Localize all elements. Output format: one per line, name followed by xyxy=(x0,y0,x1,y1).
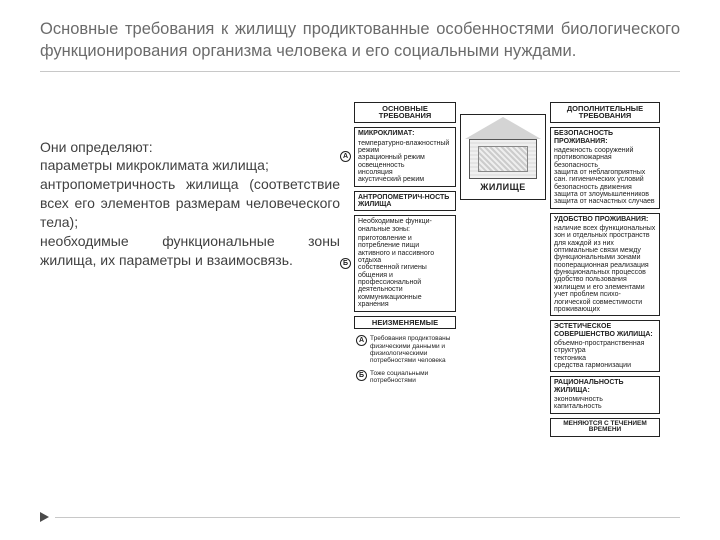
rationality-title: РАЦИОНАЛЬНОСТЬ ЖИЛИЩА: xyxy=(554,379,656,394)
microclimate-box: МИКРОКЛИМАТ: температурно-влажностный ре… xyxy=(354,127,456,186)
play-icon xyxy=(40,512,49,522)
list-item: капитальность xyxy=(554,403,656,410)
list-item: акустический режим xyxy=(358,176,452,183)
list-item: защита от неблагоприятных сан. гигиениче… xyxy=(554,169,656,184)
list-item: общения и профессиональной деятельности xyxy=(358,272,452,294)
diagram-col-house: ЖИЛИЩЕ xyxy=(460,102,546,438)
house-label: ЖИЛИЩЕ xyxy=(480,182,526,192)
roof-icon xyxy=(465,117,541,139)
safety-title: БЕЗОПАСНОСТЬ ПРОЖИВАНИЯ: xyxy=(554,130,656,145)
safety-list: надежность сооружений противопожарная бе… xyxy=(554,147,656,206)
microclimate-title: МИКРОКЛИМАТ: xyxy=(358,130,452,137)
list-item: приготовление и потребление пищи xyxy=(358,235,452,250)
func-zones-list: приготовление и потребление пищи активно… xyxy=(358,235,452,308)
diagram-col-main: ОСНОВНЫЕ ТРЕБОВАНИЯ А МИКРОКЛИМАТ: темпе… xyxy=(354,102,456,438)
func-zones-title: Необходимые функци-ональные зоны: xyxy=(358,218,452,233)
aesthetic-title: ЭСТЕТИЧЕСКОЕ СОВЕРШЕНСТВО ЖИЛИЩА: xyxy=(554,323,656,338)
list-item: собственной гигиены xyxy=(358,264,452,271)
additional-req-header: ДОПОЛНИТЕЛЬНЫЕ ТРЕБОВАНИЯ xyxy=(550,102,660,124)
bullet-intro: Они определяют: xyxy=(40,138,340,157)
anthropometric-box: АНТРОПОМЕТРИЧ-НОСТЬ ЖИЛИЩА xyxy=(354,191,456,212)
legend-b-icon: Б xyxy=(356,370,367,381)
left-text-column: Они определяют: параметры микроклимата ж… xyxy=(40,102,340,438)
changes-footer: МЕНЯЮТСЯ С ТЕЧЕНИЕМ ВРЕМЕНИ xyxy=(550,418,660,438)
content-row: Они определяют: параметры микроклимата ж… xyxy=(0,72,720,438)
safety-box: БЕЗОПАСНОСТЬ ПРОЖИВАНИЯ: надежность соор… xyxy=(550,127,660,208)
list-item: хранения xyxy=(358,301,452,308)
list-item: температурно-влажностный режим xyxy=(358,140,452,155)
unchangeable-box: НЕИЗМЕНЯЕМЫЕ xyxy=(354,316,456,330)
list-item: противопожарная безопасность xyxy=(554,154,656,169)
list-item: защита от злоумышленников xyxy=(554,191,656,198)
legend-a-text: Требования продиктованы физическими данн… xyxy=(370,335,456,364)
list-item: надежность сооружений xyxy=(554,147,656,154)
list-item: тектоника xyxy=(554,355,656,362)
footer-divider xyxy=(55,517,680,518)
functional-zones-box: Необходимые функци-ональные зоны: пригот… xyxy=(354,215,456,311)
list-item: наличие всех функциональных зон и отдель… xyxy=(554,225,656,247)
rationality-list: экономичность капитальность xyxy=(554,396,656,411)
comfort-title: УДОБСТВО ПРОЖИВАНИЯ: xyxy=(554,216,656,223)
bullet-1: параметры микроклимата жилища; xyxy=(40,156,340,175)
list-item: коммуникационные xyxy=(358,294,452,301)
list-item: освещенность xyxy=(358,162,452,169)
list-item: защита от насчастных случаев xyxy=(554,198,656,205)
aesthetic-list: объемно-пространственная структура текто… xyxy=(554,340,656,369)
comfort-box: УДОБСТВО ПРОЖИВАНИЯ: наличие всех функци… xyxy=(550,213,660,316)
legend-a-icon: А xyxy=(356,335,367,346)
diagram-col-additional: ДОПОЛНИТЕЛЬНЫЕ ТРЕБОВАНИЯ БЕЗОПАСНОСТЬ П… xyxy=(550,102,660,438)
list-item: учет проблем психо-логической совместимо… xyxy=(554,291,656,313)
comfort-list: наличие всех функциональных зон и отдель… xyxy=(554,225,656,313)
slide-title: Основные требования к жилищу продиктован… xyxy=(0,0,720,69)
list-item: оптимальные связи между функциональными … xyxy=(554,247,656,262)
house-icon: ЖИЛИЩЕ xyxy=(460,114,546,200)
list-item: аэрационный режим xyxy=(358,154,452,161)
list-item: безопасность движения xyxy=(554,184,656,191)
bullet-2: антропометричность жилища (соответствие … xyxy=(40,175,340,232)
list-item: экономичность xyxy=(554,396,656,403)
aesthetic-box: ЭСТЕТИЧЕСКОЕ СОВЕРШЕНСТВО ЖИЛИЩА: объемн… xyxy=(550,320,660,372)
list-item: объемно-пространственная структура xyxy=(554,340,656,355)
list-item: удобство пользования жилищем и его элеме… xyxy=(554,276,656,291)
diagram: ОСНОВНЫЕ ТРЕБОВАНИЯ А МИКРОКЛИМАТ: темпе… xyxy=(354,102,692,438)
marker-a-icon: А xyxy=(340,151,351,162)
microclimate-list: температурно-влажностный режим аэрационн… xyxy=(358,140,452,184)
list-item: пооперационная реализация функциональных… xyxy=(554,262,656,277)
main-req-header: ОСНОВНЫЕ ТРЕБОВАНИЯ xyxy=(354,102,456,124)
marker-b-icon: Б xyxy=(340,258,351,269)
legend-b-text: Тоже социальными потребностями xyxy=(370,370,456,384)
list-item: активного и пассивного отдыха xyxy=(358,250,452,265)
legend-a: А Требования продиктованы физическими да… xyxy=(356,335,456,364)
house-body-icon xyxy=(469,139,537,179)
bullet-3: необходимые функциональные зоны жилища, … xyxy=(40,232,340,270)
legend-b: Б Тоже социальными потребностями xyxy=(356,370,456,384)
footer-bar xyxy=(40,512,680,522)
list-item: средства гармонизации xyxy=(554,362,656,369)
rationality-box: РАЦИОНАЛЬНОСТЬ ЖИЛИЩА: экономичность кап… xyxy=(550,376,660,413)
